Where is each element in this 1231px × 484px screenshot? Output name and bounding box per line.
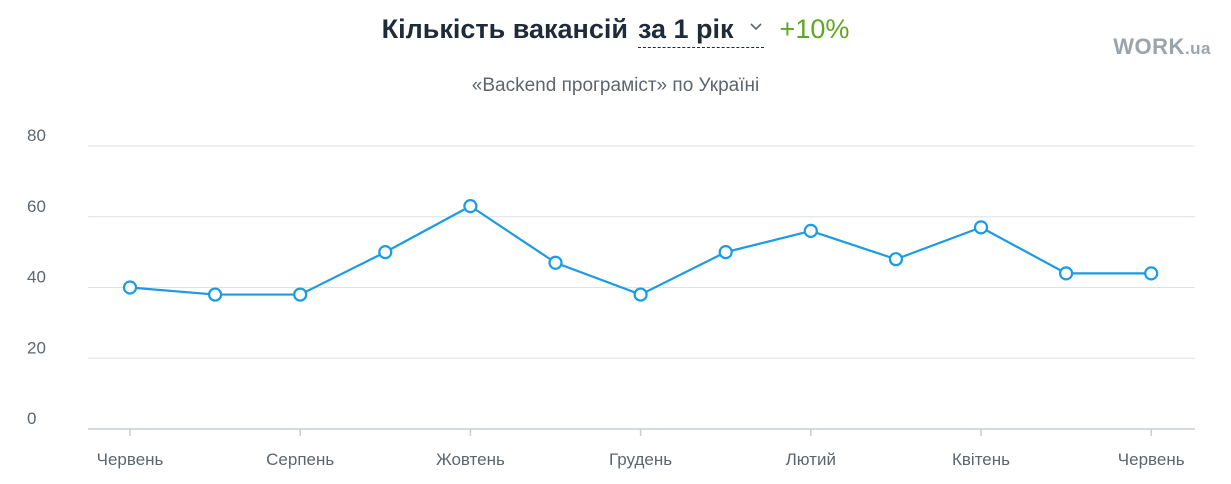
x-tick-label: Червень xyxy=(97,450,164,469)
work-ua-logo[interactable]: WORK.ua xyxy=(1113,34,1211,60)
chevron-down-icon[interactable] xyxy=(748,10,764,31)
x-tick-label: Жовтень xyxy=(436,450,505,469)
y-tick-label: 40 xyxy=(27,268,46,287)
data-point xyxy=(548,255,563,270)
x-tick-label: Червень xyxy=(1118,450,1185,469)
x-tick-label: Квітень xyxy=(952,450,1010,469)
y-tick-label: 0 xyxy=(27,409,36,428)
data-point xyxy=(378,245,393,260)
data-point xyxy=(803,223,818,238)
data-point xyxy=(293,287,308,302)
data-point xyxy=(973,220,989,235)
page-title: Кількість вакансій xyxy=(381,14,628,44)
data-point xyxy=(208,287,223,302)
chart-subtitle: «Backend програміст» по Україні xyxy=(471,75,760,96)
data-point xyxy=(718,245,733,260)
y-tick-label: 60 xyxy=(27,197,46,216)
period-dropdown-label: за 1 рік xyxy=(637,14,734,44)
logo-suffix: .ua xyxy=(1184,39,1211,58)
data-point xyxy=(1144,266,1159,281)
data-point xyxy=(122,280,138,295)
chart-header: Кількість вакансій за 1 рік +10% xyxy=(0,14,1231,64)
change-percent: +10% xyxy=(779,14,850,44)
data-point xyxy=(1058,266,1074,281)
period-dropdown[interactable]: за 1 рік xyxy=(637,14,764,48)
y-tick-label: 20 xyxy=(27,338,46,357)
title-row: Кількість вакансій за 1 рік +10% xyxy=(0,14,1231,48)
y-tick-label: 80 xyxy=(27,126,46,145)
series-line xyxy=(129,205,1152,296)
data-point xyxy=(463,199,478,214)
logo-main: WORK xyxy=(1113,34,1185,59)
data-point xyxy=(888,252,904,267)
x-tick-label: Лютий xyxy=(786,450,836,469)
x-tick-label: Серпень xyxy=(266,450,334,469)
x-tick-label: Грудень xyxy=(609,450,672,469)
data-point xyxy=(633,287,648,302)
